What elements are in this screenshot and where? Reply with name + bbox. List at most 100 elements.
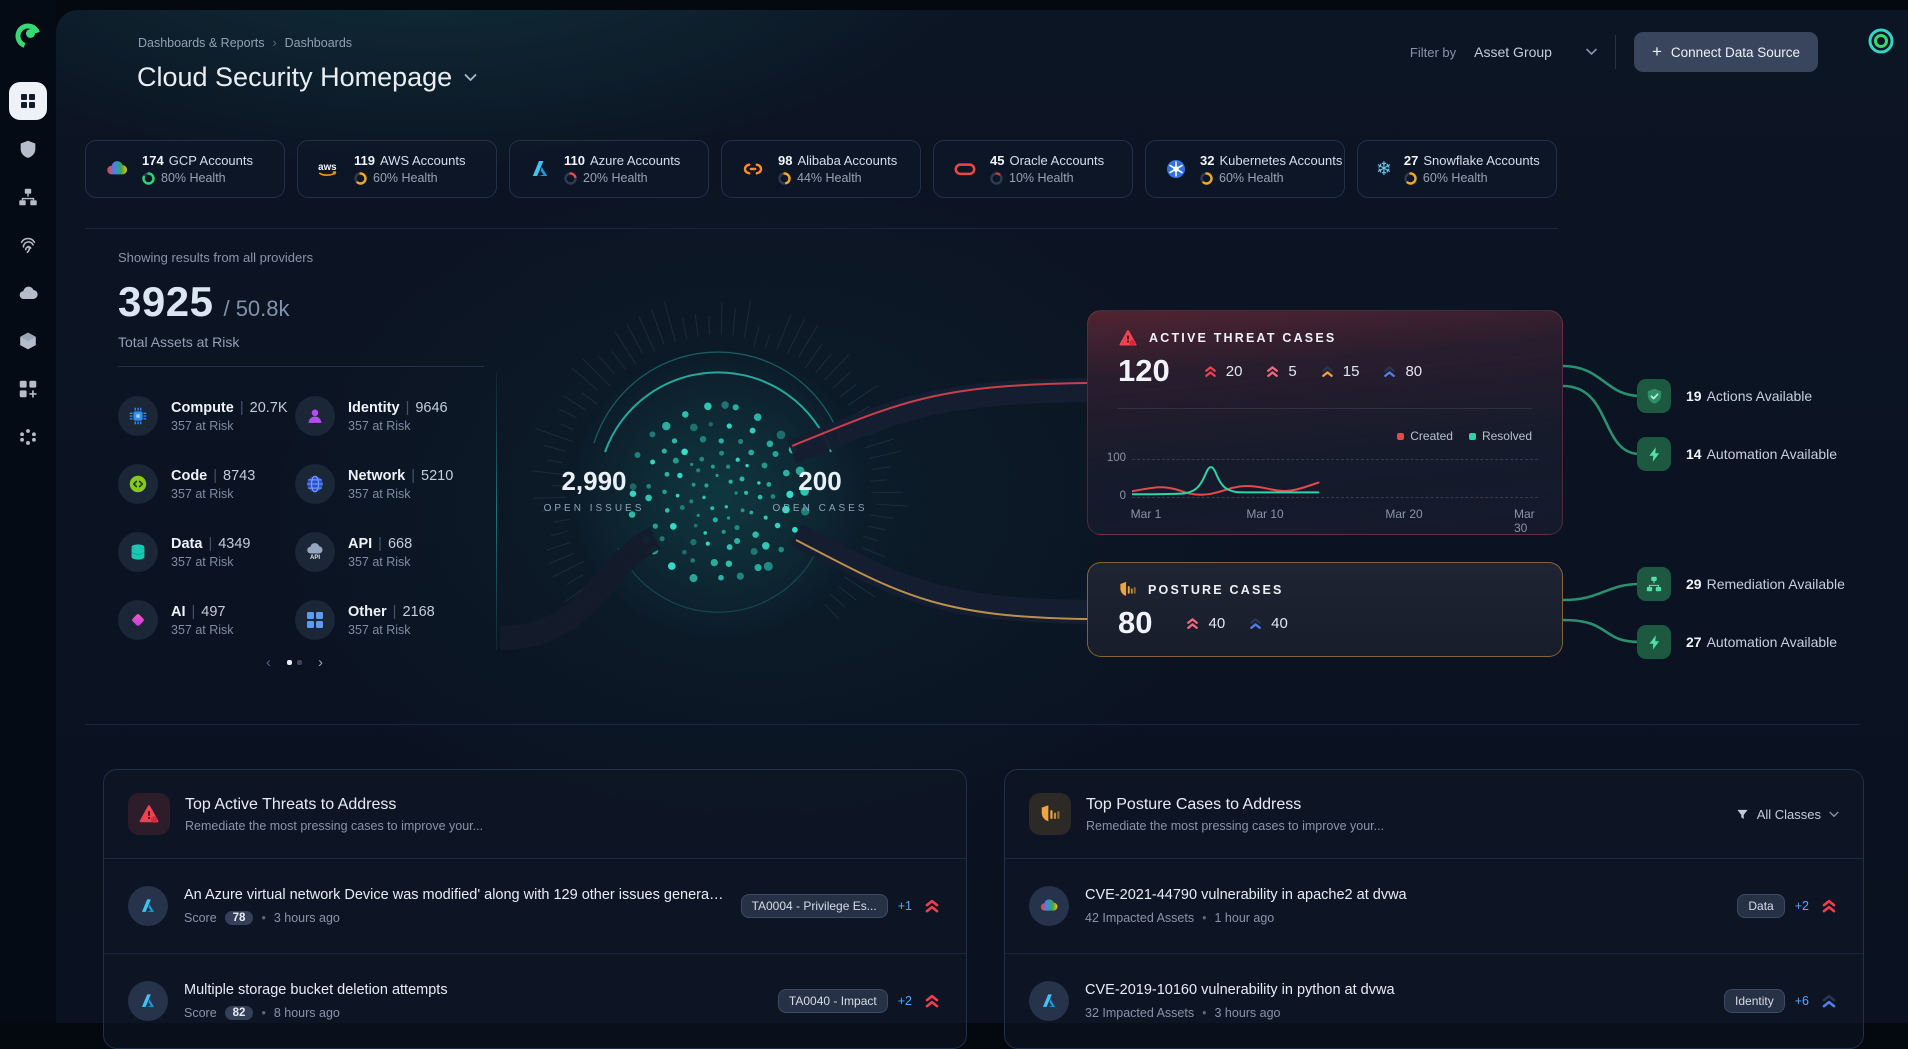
category-compute[interactable]: Compute|20.7K 357 at Risk bbox=[118, 382, 295, 450]
oracle-icon bbox=[952, 156, 978, 182]
category-identity[interactable]: Identity|9646 357 at Risk bbox=[295, 382, 472, 450]
account-count: 119 bbox=[354, 153, 375, 168]
threat-card-title: ACTIVE THREAT CASES bbox=[1149, 331, 1336, 345]
category-network[interactable]: Network|5210 357 at Risk bbox=[295, 450, 472, 518]
sidebar-item-security[interactable] bbox=[9, 130, 47, 168]
aws-icon: aws bbox=[316, 156, 342, 182]
account-count: 45 bbox=[990, 153, 1004, 168]
category-at-risk: 357 at Risk bbox=[171, 555, 250, 569]
alibaba-icon bbox=[740, 156, 766, 182]
extra-count-badge: +2 bbox=[898, 994, 912, 1008]
threat-title: An Azure virtual network Device was modi… bbox=[184, 887, 725, 903]
legend-created-dot bbox=[1397, 433, 1404, 440]
chevron-down-icon bbox=[1829, 811, 1839, 818]
gcp-icon bbox=[104, 156, 130, 182]
action-count: 27 bbox=[1686, 634, 1702, 650]
posture-title: CVE-2021-44790 vulnerability in apache2 … bbox=[1085, 887, 1407, 903]
threat-row[interactable]: Multiple storage bucket deletion attempt… bbox=[104, 954, 966, 1049]
grid-plus-icon bbox=[17, 378, 39, 400]
health-label: 20% Health bbox=[583, 171, 648, 185]
category-ai[interactable]: AI|497 357 at Risk bbox=[118, 586, 295, 654]
separator: | bbox=[240, 400, 244, 416]
health-label: 10% Health bbox=[1009, 171, 1074, 185]
divider bbox=[496, 372, 497, 650]
page-title-dropdown[interactable]: Cloud Security Homepage bbox=[137, 62, 477, 93]
category-at-risk: 357 at Risk bbox=[171, 623, 234, 637]
sidebar-item-assets[interactable] bbox=[9, 322, 47, 360]
database-icon bbox=[118, 532, 158, 572]
legend-resolved-dot bbox=[1469, 433, 1476, 440]
posture-shield-icon bbox=[1118, 580, 1137, 599]
sidebar-item-cloud[interactable] bbox=[9, 274, 47, 312]
posture-shield-icon bbox=[1029, 793, 1071, 835]
separator: • bbox=[261, 911, 265, 925]
active-threat-cases-card[interactable]: ACTIVE THREAT CASES 120 20 5 15 80 Creat… bbox=[1087, 310, 1563, 535]
stat-value: 80 bbox=[1405, 363, 1422, 380]
globe-icon bbox=[295, 464, 335, 504]
category-code[interactable]: Code|8743 357 at Risk bbox=[118, 450, 295, 518]
posture-stat-high: 40 bbox=[1184, 615, 1225, 632]
sidebar-item-detection[interactable] bbox=[9, 226, 47, 264]
asset-category-grid: Compute|20.7K 357 at Risk Identity|9646 … bbox=[118, 382, 472, 654]
sidebar-item-integrations[interactable] bbox=[9, 370, 47, 408]
category-data[interactable]: Data|4349 357 at Risk bbox=[118, 518, 295, 586]
breadcrumb: Dashboards & Reports › Dashboards bbox=[138, 36, 352, 50]
breadcrumb-dashboards[interactable]: Dashboards bbox=[285, 36, 352, 50]
cloud-icon bbox=[17, 282, 39, 304]
severity-critical-icon bbox=[1202, 363, 1219, 380]
dashboard-grid-icon bbox=[18, 91, 38, 111]
divider bbox=[85, 228, 1558, 229]
page-title: Cloud Security Homepage bbox=[137, 62, 452, 93]
tactic-badge: TA0040 - Impact bbox=[778, 989, 888, 1013]
azure-icon bbox=[1029, 981, 1069, 1021]
topbar-actions: Filter by Asset Group + Connect Data Sou… bbox=[1410, 32, 1818, 72]
posture-row[interactable]: CVE-2021-44790 vulnerability in apache2 … bbox=[1005, 859, 1863, 954]
alert-triangle-icon bbox=[1118, 328, 1138, 348]
sidebar-item-dashboards[interactable] bbox=[9, 82, 47, 120]
pagination-prev-button[interactable]: ‹ bbox=[262, 652, 275, 673]
sidebar-item-inventory[interactable] bbox=[9, 178, 47, 216]
severity-high-icon bbox=[1184, 615, 1201, 632]
posture-cases-card[interactable]: POSTURE CASES 80 40 40 bbox=[1087, 562, 1563, 657]
posture-row[interactable]: CVE-2019-10160 vulnerability in python a… bbox=[1005, 954, 1863, 1049]
connect-data-source-button[interactable]: + Connect Data Source bbox=[1634, 32, 1818, 72]
threat-row[interactable]: An Azure virtual network Device was modi… bbox=[104, 859, 966, 954]
severity-critical-icon bbox=[1819, 896, 1839, 916]
separator: | bbox=[378, 536, 382, 552]
separator: | bbox=[192, 604, 196, 620]
threat-total-value: 120 bbox=[1118, 353, 1170, 389]
category-count: 668 bbox=[388, 536, 412, 552]
category-api[interactable]: API API|668 357 at Risk bbox=[295, 518, 472, 586]
account-label: Oracle Accounts bbox=[1009, 153, 1104, 168]
category-other[interactable]: Other|2168 357 at Risk bbox=[295, 586, 472, 654]
account-label: Kubernetes Accounts bbox=[1219, 153, 1342, 168]
breadcrumb-dashboards-reports[interactable]: Dashboards & Reports bbox=[138, 36, 264, 50]
timestamp: 3 hours ago bbox=[1214, 1006, 1280, 1020]
pagination-next-button[interactable]: › bbox=[314, 652, 327, 673]
severity-low-icon bbox=[1247, 615, 1264, 632]
card-oracle-accounts[interactable]: 45 Oracle Accounts 10% Health bbox=[933, 140, 1133, 198]
divider bbox=[1615, 35, 1616, 69]
asset-group-dropdown[interactable]: Asset Group bbox=[1474, 44, 1597, 60]
y-axis-tick: 100 bbox=[1102, 452, 1126, 464]
panel-header: Top Active Threats to Address Remediate … bbox=[104, 770, 966, 859]
panel-header: Top Posture Cases to Address Remediate t… bbox=[1005, 770, 1863, 859]
sitemap-icon bbox=[1637, 567, 1671, 601]
bolt-icon bbox=[1637, 437, 1671, 471]
sidebar-item-marketplace[interactable] bbox=[9, 418, 47, 456]
sitemap-icon bbox=[17, 186, 39, 208]
all-classes-dropdown[interactable]: All Classes bbox=[1736, 807, 1839, 822]
severity-critical-icon bbox=[922, 896, 942, 916]
corner-brand-icon bbox=[1866, 26, 1896, 56]
account-label: Snowflake Accounts bbox=[1423, 153, 1539, 168]
